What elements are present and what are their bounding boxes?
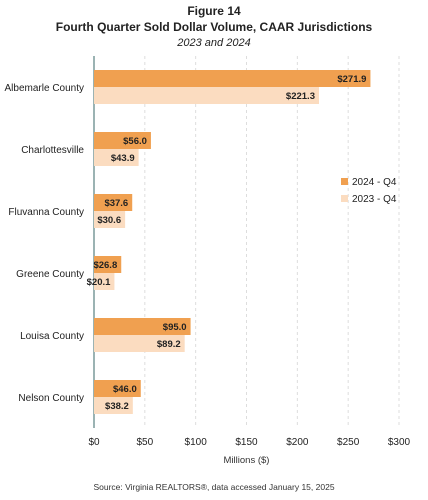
data-label: $26.8: [93, 260, 117, 271]
bar: [94, 211, 126, 228]
chart-title: Fourth Quarter Sold Dollar Volume, CAAR …: [55, 20, 373, 34]
data-label: $43.9: [111, 153, 135, 164]
category-label: Fluvanna County: [8, 207, 84, 218]
bar: [94, 380, 141, 397]
legend-swatch: [341, 195, 348, 202]
bar: [94, 273, 115, 290]
legend-label: 2023 - Q4: [352, 194, 397, 205]
bar: [94, 194, 133, 211]
x-tick-label: $150: [235, 437, 258, 448]
bar: [94, 87, 319, 104]
figure-label: Figure 14: [187, 4, 241, 18]
bar: [94, 318, 191, 335]
x-tick-label: $200: [286, 437, 309, 448]
x-tick-label: $300: [388, 437, 411, 448]
legend-label: 2024 - Q4: [352, 177, 397, 188]
data-label: $95.0: [163, 322, 187, 333]
category-label: Charlottesville: [21, 145, 84, 156]
legend-swatch: [341, 178, 348, 185]
x-tick-label: $0: [88, 437, 100, 448]
x-tick-label: $50: [136, 437, 153, 448]
category-label: Louisa County: [20, 331, 84, 342]
data-label: $20.1: [87, 277, 111, 288]
category-label: Nelson County: [18, 393, 84, 404]
bar: [94, 397, 133, 414]
bar: [94, 149, 139, 166]
chart-subtitle: 2023 and 2024: [177, 37, 251, 49]
data-label: $30.6: [97, 215, 121, 226]
source-note: Source: Virginia REALTORS®, data accesse…: [93, 482, 335, 492]
data-label: $56.0: [123, 136, 147, 147]
x-tick-label: $250: [337, 437, 360, 448]
bar: [94, 256, 122, 273]
data-label: $46.0: [113, 384, 137, 395]
bar: [94, 335, 185, 352]
category-label: Greene County: [16, 269, 84, 280]
title-block: Figure 14 Fourth Quarter Sold Dollar Vol…: [0, 3, 428, 51]
bar: [94, 70, 371, 87]
data-label: $37.6: [104, 198, 128, 209]
data-label: $38.2: [105, 401, 129, 412]
data-label: $221.3: [286, 91, 315, 102]
bar: [94, 132, 151, 149]
category-label: Albemarle County: [5, 83, 84, 94]
x-tick-label: $100: [185, 437, 208, 448]
data-label: $271.9: [337, 74, 366, 85]
x-axis-label: Millions ($): [224, 455, 270, 466]
data-label: $89.2: [157, 339, 181, 350]
bar-chart: $0 $50 $100 $150 $200 $250 $300 Millions ($) Alb…: [5, 56, 411, 466]
